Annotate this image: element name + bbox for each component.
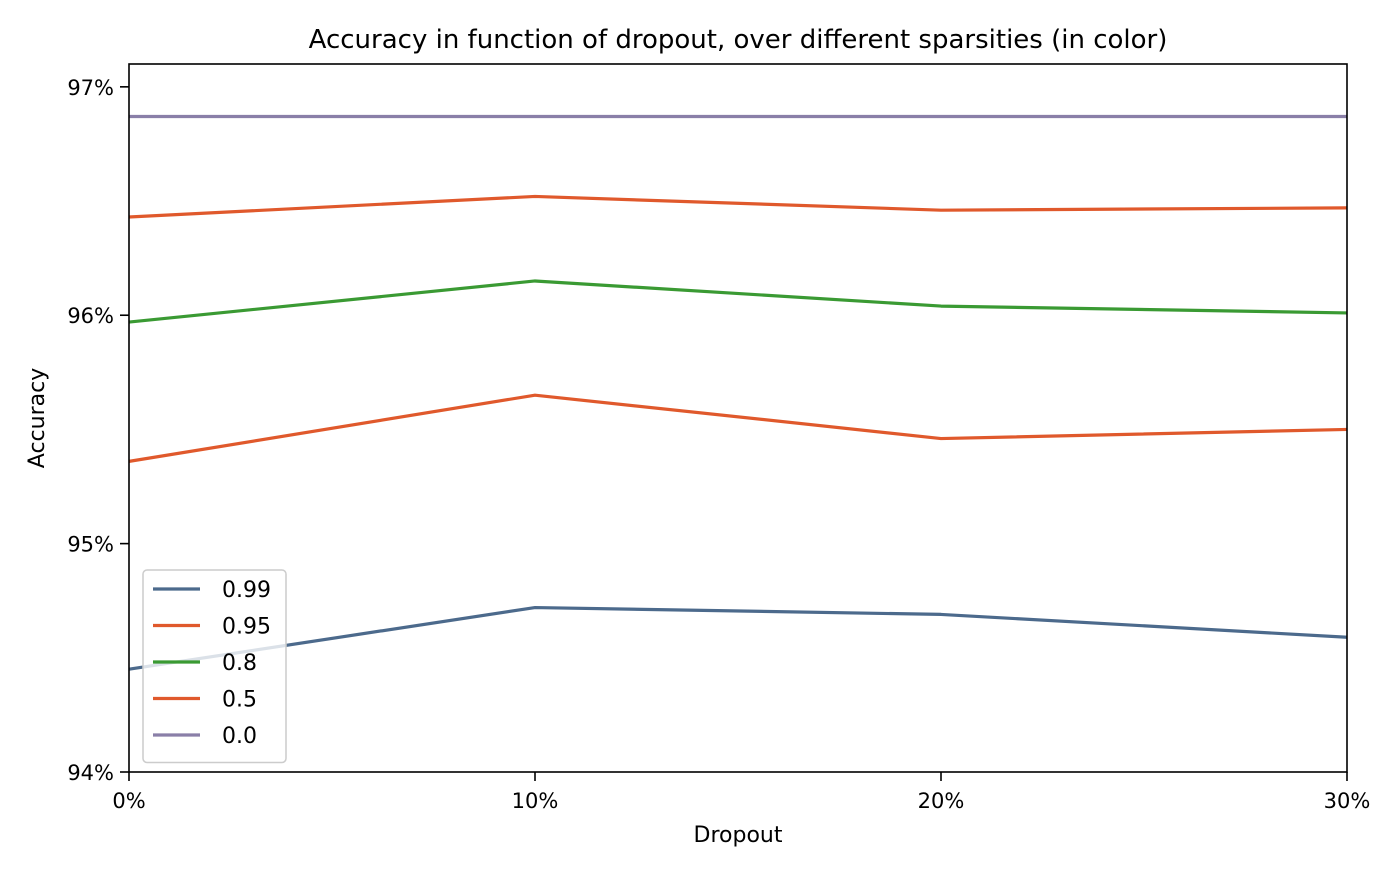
y-tick-label: 95%	[67, 533, 114, 557]
plot-frame	[128, 63, 1348, 773]
series-layer	[128, 114, 1348, 671]
legend-label: 0.0	[222, 724, 257, 749]
x-tick-label: 0%	[112, 789, 145, 813]
ticks-layer: 0% 10% 20% 30% 94% 95% 96% 97%	[67, 76, 1370, 813]
x-axis-label: Dropout	[694, 823, 783, 848]
y-tick-label: 97%	[67, 76, 114, 100]
chart-title: Accuracy in function of dropout, over di…	[309, 25, 1168, 55]
legend-box	[142, 569, 287, 764]
series-line-3	[128, 393, 1348, 463]
legend: 0.99 0.95 0.8 0.5 0.0	[142, 569, 287, 764]
y-axis-label: Accuracy	[25, 368, 50, 468]
series-line-0	[128, 605, 1348, 671]
y-tick-label: 96%	[67, 304, 114, 328]
y-tick-label: 94%	[67, 761, 114, 785]
legend-label: 0.5	[222, 688, 257, 713]
series-line-2	[128, 279, 1348, 324]
x-tick-label: 20%	[918, 789, 965, 813]
axes-layer	[128, 63, 1348, 773]
legend-label: 0.99	[222, 578, 271, 603]
series-line-1	[128, 194, 1348, 219]
x-tick-label: 30%	[1324, 789, 1371, 813]
legend-label: 0.95	[222, 615, 271, 640]
legend-label: 0.8	[222, 651, 257, 676]
x-tick-label: 10%	[512, 789, 559, 813]
